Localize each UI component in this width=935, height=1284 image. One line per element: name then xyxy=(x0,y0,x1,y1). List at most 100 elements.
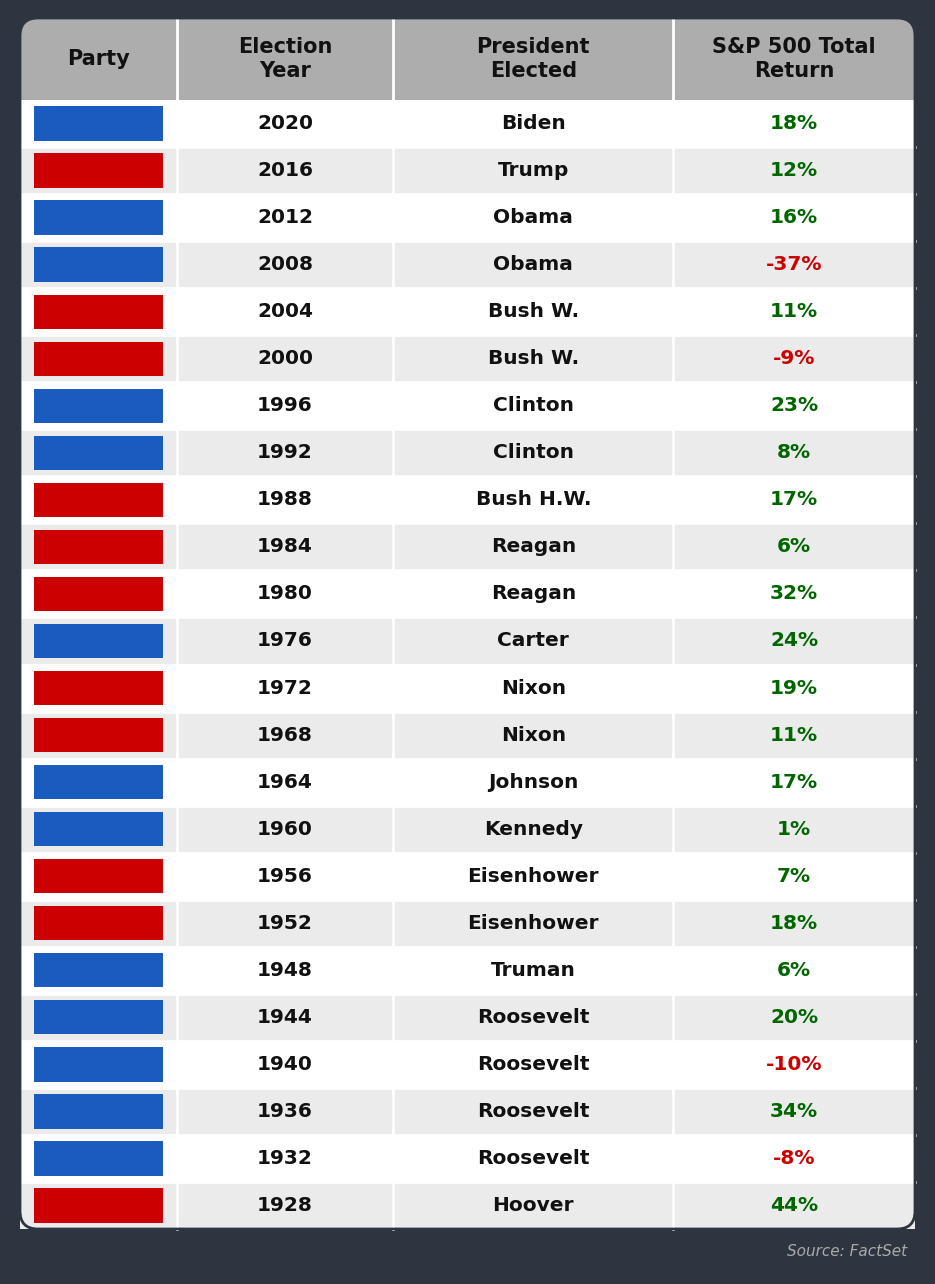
Text: Nixon: Nixon xyxy=(501,725,566,745)
Text: 1940: 1940 xyxy=(257,1055,313,1073)
Text: -37%: -37% xyxy=(766,256,823,275)
Text: Clinton: Clinton xyxy=(493,443,574,462)
Text: Roosevelt: Roosevelt xyxy=(477,1102,590,1121)
Bar xyxy=(20,759,915,805)
Bar xyxy=(20,665,915,711)
Text: Obama: Obama xyxy=(494,208,573,227)
Bar xyxy=(20,900,915,946)
Bar xyxy=(34,153,163,187)
Bar xyxy=(34,907,163,940)
Text: 2012: 2012 xyxy=(257,208,313,227)
Text: 1936: 1936 xyxy=(257,1102,313,1121)
Bar xyxy=(34,811,163,846)
Text: 18%: 18% xyxy=(770,114,818,134)
Text: 11%: 11% xyxy=(770,302,818,321)
Bar xyxy=(20,1183,915,1229)
Text: Roosevelt: Roosevelt xyxy=(477,1008,590,1027)
Bar xyxy=(34,342,163,376)
Bar xyxy=(34,248,163,281)
Text: 1964: 1964 xyxy=(257,773,313,792)
Text: 1988: 1988 xyxy=(257,490,313,510)
Text: 1980: 1980 xyxy=(257,584,313,603)
Text: Election
Year: Election Year xyxy=(237,37,332,81)
Text: 1992: 1992 xyxy=(257,443,313,462)
Bar xyxy=(20,148,915,194)
Bar xyxy=(34,389,163,422)
Text: Kennedy: Kennedy xyxy=(483,819,583,838)
Bar xyxy=(20,805,915,853)
Text: 12%: 12% xyxy=(770,160,818,180)
Bar xyxy=(34,483,163,517)
Text: -8%: -8% xyxy=(773,1149,815,1168)
Text: Hoover: Hoover xyxy=(493,1195,574,1215)
Bar xyxy=(34,1048,163,1081)
Text: 1972: 1972 xyxy=(257,678,313,697)
Bar xyxy=(20,82,915,100)
Bar xyxy=(20,194,915,241)
Text: Bush H.W.: Bush H.W. xyxy=(476,490,591,510)
FancyBboxPatch shape xyxy=(20,18,915,1229)
Bar xyxy=(20,618,915,665)
Text: 2000: 2000 xyxy=(257,349,313,369)
Text: 8%: 8% xyxy=(777,443,812,462)
Bar xyxy=(20,570,915,618)
Text: Source: FactSet: Source: FactSet xyxy=(787,1244,907,1260)
Text: 1976: 1976 xyxy=(257,632,313,651)
Bar xyxy=(34,577,163,611)
Bar xyxy=(20,383,915,429)
Text: President
Elected: President Elected xyxy=(477,37,590,81)
Text: 1928: 1928 xyxy=(257,1195,313,1215)
Text: 1968: 1968 xyxy=(257,725,313,745)
Bar xyxy=(20,946,915,994)
Text: 1960: 1960 xyxy=(257,819,313,838)
Bar xyxy=(34,953,163,987)
Text: 1996: 1996 xyxy=(257,397,313,415)
Text: 1984: 1984 xyxy=(257,538,313,556)
Text: 1944: 1944 xyxy=(257,1008,313,1027)
Bar xyxy=(20,429,915,476)
Text: Nixon: Nixon xyxy=(501,678,566,697)
Text: S&P 500 Total
Return: S&P 500 Total Return xyxy=(712,37,876,81)
Bar xyxy=(34,718,163,752)
Bar xyxy=(20,853,915,900)
Bar xyxy=(34,200,163,235)
Bar xyxy=(20,1041,915,1088)
Text: 6%: 6% xyxy=(777,960,812,980)
Text: 44%: 44% xyxy=(770,1195,818,1215)
FancyBboxPatch shape xyxy=(20,18,915,100)
Text: Johnson: Johnson xyxy=(488,773,579,792)
Text: 1952: 1952 xyxy=(257,914,313,932)
Bar xyxy=(20,241,915,288)
Text: Trump: Trump xyxy=(497,160,569,180)
Bar xyxy=(20,1135,915,1183)
Text: 34%: 34% xyxy=(770,1102,818,1121)
Text: 2020: 2020 xyxy=(257,114,313,134)
Text: -10%: -10% xyxy=(766,1055,823,1073)
Bar xyxy=(34,1188,163,1222)
Text: Roosevelt: Roosevelt xyxy=(477,1149,590,1168)
Bar xyxy=(34,859,163,894)
Bar xyxy=(34,765,163,799)
Text: Biden: Biden xyxy=(501,114,566,134)
Bar xyxy=(34,1000,163,1035)
Bar xyxy=(20,335,915,383)
Text: Reagan: Reagan xyxy=(491,584,576,603)
Text: Eisenhower: Eisenhower xyxy=(468,867,599,886)
Bar xyxy=(20,524,915,570)
Text: 20%: 20% xyxy=(770,1008,818,1027)
Text: 7%: 7% xyxy=(777,867,812,886)
Bar xyxy=(34,1141,163,1176)
Bar xyxy=(34,670,163,705)
Text: Reagan: Reagan xyxy=(491,538,576,556)
Text: 32%: 32% xyxy=(770,584,818,603)
Bar xyxy=(20,994,915,1041)
Text: 24%: 24% xyxy=(770,632,818,651)
Bar xyxy=(34,1094,163,1129)
Text: -9%: -9% xyxy=(773,349,815,369)
Text: 1948: 1948 xyxy=(257,960,313,980)
Bar xyxy=(34,435,163,470)
Bar xyxy=(20,711,915,759)
Text: Bush W.: Bush W. xyxy=(488,302,579,321)
Text: 1%: 1% xyxy=(777,819,812,838)
Text: 2004: 2004 xyxy=(257,302,313,321)
